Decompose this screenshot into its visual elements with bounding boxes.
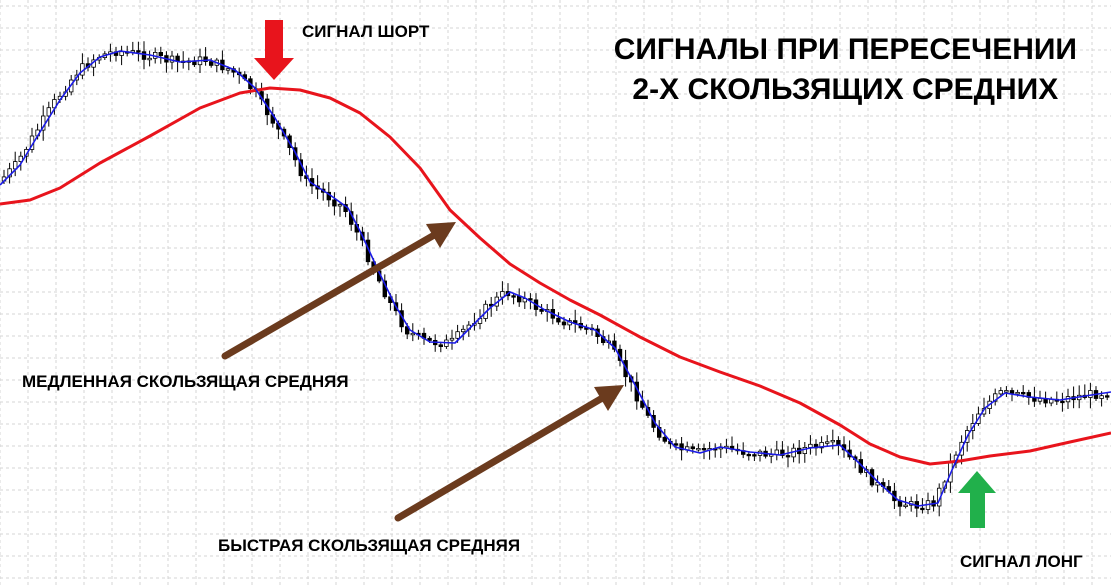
candle-body [158, 52, 163, 57]
candle-body [1060, 400, 1065, 404]
candle-body [808, 443, 813, 448]
slow-ma-line [0, 86, 1111, 466]
candle-body [511, 295, 516, 298]
candle-body [1021, 391, 1026, 395]
candle-body [920, 507, 925, 511]
candle-body [337, 204, 343, 207]
candle-body [455, 331, 460, 339]
candle-body [830, 439, 835, 443]
candle-body [332, 199, 337, 207]
candle-body [696, 447, 701, 451]
candle-body [119, 51, 124, 56]
chart-title-line-2: 2-Х СКОЛЬЗЯЩИХ СРЕДНИХ [632, 73, 1059, 106]
candle-body [460, 328, 466, 333]
long-signal-arrow-icon [958, 471, 996, 528]
candle-body [46, 107, 51, 117]
candle-body [136, 50, 141, 53]
candle-body [701, 447, 707, 451]
slow-ma-pointer-arrow [221, 222, 456, 360]
candle-body [1105, 395, 1110, 398]
short-signal-label: СИГНАЛ ШОРТ [302, 22, 430, 41]
candle-body [539, 308, 544, 312]
candle-body [780, 449, 785, 456]
fast-ma-label: БЫСТРАЯ СКОЛЬЗЯЩАЯ СРЕДНЯЯ [218, 536, 521, 555]
candle-body [561, 321, 567, 326]
candle-body [225, 68, 231, 71]
candle-body [690, 446, 695, 450]
candle-body [410, 332, 415, 336]
candle-body [1004, 390, 1009, 393]
fast-ma-pointer-arrow [394, 385, 624, 522]
candle-body [147, 57, 152, 61]
candle-body [427, 337, 432, 341]
candle-body [449, 337, 455, 341]
candle-body [679, 443, 684, 451]
candle-body [556, 317, 561, 323]
candle-body [662, 436, 667, 442]
candle-body [752, 454, 757, 457]
candle-body [18, 155, 23, 162]
candle-body [825, 441, 830, 444]
chart-title-line-1: СИГНАЛЫ ПРИ ПЕРЕСЕЧЕНИИ [613, 33, 1077, 66]
short-signal-arrow-icon [254, 20, 294, 80]
candle-body [208, 61, 214, 66]
candle-body [438, 344, 443, 347]
candle-body [203, 56, 208, 63]
candle-body [640, 400, 645, 408]
fast-ma-line [0, 50, 1111, 507]
candle-body [1099, 395, 1104, 399]
candle-body [819, 441, 824, 449]
long-signal-label: СИГНАЛ ЛОНГ [960, 552, 1083, 571]
slow-ma-label: МЕДЛЕННАЯ СКОЛЬЗЯЩАЯ СРЕДНЯЯ [22, 372, 349, 391]
candle-body [1088, 390, 1093, 398]
candle-body [746, 453, 751, 457]
candle-body [802, 446, 807, 454]
candle-body [673, 443, 679, 446]
candle-body [1015, 391, 1020, 395]
candle-body [998, 390, 1003, 395]
candle-body [785, 455, 791, 458]
candle-body [1009, 390, 1015, 394]
candle-body [141, 51, 147, 60]
candle-body [903, 504, 908, 508]
candle-body [836, 439, 841, 446]
chart-title: СИГНАЛЫ ПРИ ПЕРЕСЕЧЕНИИ 2-Х СКОЛЬЗЯЩИХ С… [614, 30, 1077, 110]
